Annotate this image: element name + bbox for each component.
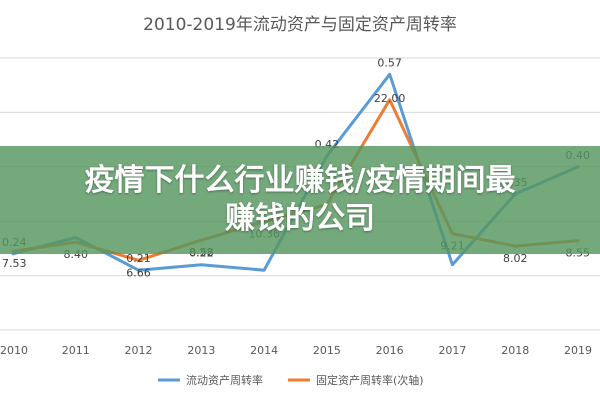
x-axis-ticks: 2010 2011 2012 2013 2014 2015 2016 2017 2018 2019 bbox=[0, 344, 592, 357]
overlay-banner bbox=[0, 146, 600, 254]
x-tick-label: 2016 bbox=[376, 344, 404, 357]
legend-label-1: 流动资产周转率 bbox=[186, 373, 263, 387]
x-tick-label: 2010 bbox=[0, 344, 28, 357]
data-label: 6.66 bbox=[126, 266, 151, 279]
overlay-headline-line-1: 疫情下什么行业赚钱/疫情期间最 bbox=[84, 163, 516, 198]
legend-label-2: 固定资产周转率(次轴) bbox=[316, 373, 424, 387]
data-label: 8.02 bbox=[503, 252, 528, 265]
chart-title: 2010-2019年流动资产与固定资产周转率 bbox=[143, 15, 457, 35]
overlay-headline: 疫情下什么行业赚钱/疫情期间最 赚钱的公司 bbox=[0, 162, 600, 238]
data-label: 0.57 bbox=[377, 56, 402, 69]
x-tick-label: 2015 bbox=[313, 344, 341, 357]
x-tick-label: 2019 bbox=[564, 344, 592, 357]
x-tick-label: 2011 bbox=[62, 344, 90, 357]
x-tick-label: 2014 bbox=[250, 344, 278, 357]
x-tick-label: 2012 bbox=[125, 344, 153, 357]
data-label: 0.21 bbox=[126, 252, 151, 265]
data-label: 22.00 bbox=[374, 92, 406, 105]
data-label: 7.53 bbox=[2, 257, 27, 270]
legend: 流动资产周转率 固定资产周转率(次轴) bbox=[158, 373, 424, 387]
x-tick-label: 2017 bbox=[438, 344, 466, 357]
x-tick-label: 2013 bbox=[187, 344, 215, 357]
x-tick-label: 2018 bbox=[501, 344, 529, 357]
overlay-headline-line-2: 赚钱的公司 bbox=[225, 201, 375, 236]
